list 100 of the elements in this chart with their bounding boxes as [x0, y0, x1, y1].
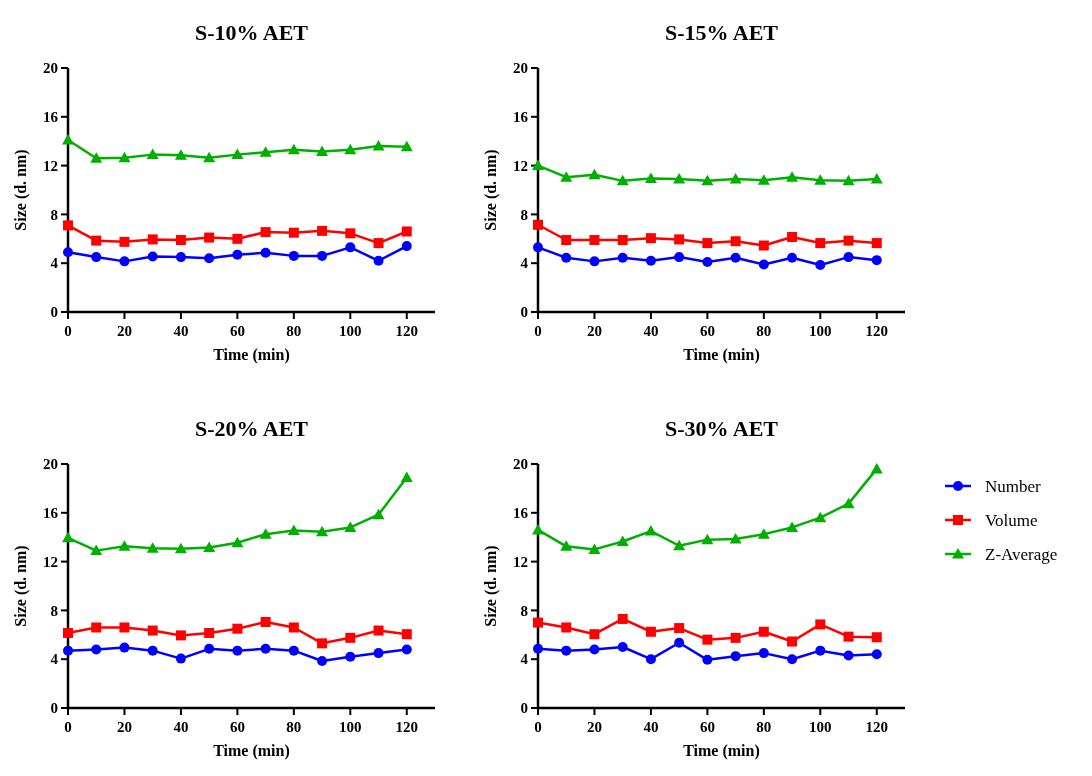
x-tick-label: 120 [395, 323, 419, 339]
point [843, 235, 854, 246]
x-tick-label: 80 [756, 719, 772, 735]
point [532, 159, 544, 171]
point [401, 241, 412, 252]
y-tick-label: 20 [513, 60, 528, 77]
point [345, 242, 356, 253]
point [288, 622, 299, 633]
point [758, 648, 769, 659]
point [401, 629, 412, 640]
point [147, 251, 158, 262]
point [373, 238, 384, 249]
point [260, 616, 271, 627]
x-axis-title: Time (min) [683, 742, 760, 760]
point [842, 497, 855, 509]
point [645, 233, 656, 244]
chart-title: S-30% AET [664, 416, 779, 441]
point [372, 508, 385, 520]
point [344, 521, 357, 532]
point [204, 643, 215, 654]
point [843, 650, 854, 661]
x-tick-label: 120 [395, 719, 419, 735]
point [674, 637, 685, 648]
point [561, 645, 572, 656]
point [674, 252, 685, 263]
point [174, 542, 187, 554]
x-tick-label: 40 [173, 323, 189, 339]
point [589, 256, 600, 267]
point [232, 233, 243, 244]
point [316, 145, 329, 157]
point [842, 174, 855, 186]
legend-label: Z-Average [985, 544, 1058, 564]
legend-label: Volume [985, 510, 1038, 530]
x-tick-label: 40 [643, 323, 659, 339]
x-tick-label: 100 [809, 719, 832, 735]
point [644, 172, 657, 183]
point [758, 240, 769, 251]
x-tick-label: 80 [286, 719, 302, 735]
point [815, 260, 826, 271]
point [588, 168, 601, 180]
point [674, 623, 685, 634]
x-tick-label: 100 [339, 719, 362, 735]
point [815, 645, 826, 656]
point [231, 148, 244, 160]
point [617, 235, 628, 246]
y-tick-label: 8 [520, 206, 528, 223]
point [63, 247, 73, 258]
point [533, 242, 543, 253]
point [786, 521, 799, 532]
point [617, 613, 628, 624]
x-tick-label: 100 [339, 323, 362, 339]
x-tick-label: 60 [699, 323, 715, 339]
x-tick-label: 0 [534, 323, 542, 339]
point [560, 540, 573, 551]
point [287, 524, 300, 535]
point [119, 622, 130, 633]
point [63, 627, 73, 638]
chart-title: S-10% AET [194, 20, 309, 45]
point [787, 654, 798, 665]
point [843, 252, 854, 263]
x-tick-label: 0 [64, 719, 72, 735]
point [232, 645, 243, 656]
point [616, 535, 629, 546]
point [814, 511, 827, 523]
point [317, 250, 328, 261]
point [617, 252, 628, 263]
point [345, 632, 356, 643]
point [401, 644, 412, 655]
point [288, 645, 299, 656]
point [90, 544, 103, 556]
point [401, 226, 412, 237]
point [118, 151, 131, 163]
x-tick-label: 60 [699, 719, 715, 735]
point [317, 225, 328, 236]
point [814, 174, 827, 185]
point [673, 539, 686, 551]
point [62, 531, 74, 543]
point [175, 235, 186, 246]
point [345, 228, 356, 239]
point [174, 149, 187, 160]
point [616, 174, 629, 186]
point [147, 234, 158, 245]
point [871, 255, 882, 266]
point [532, 523, 544, 535]
point [871, 649, 882, 660]
y-tick-label: 12 [43, 157, 58, 174]
y-tick-label: 12 [513, 553, 528, 570]
x-tick-label: 120 [865, 323, 889, 339]
point [871, 632, 882, 643]
y-tick-label: 16 [43, 109, 59, 126]
point [702, 654, 713, 665]
point [758, 626, 769, 637]
point [146, 542, 159, 553]
y-axis-title: Size (d. nm) [482, 545, 500, 627]
point [729, 173, 742, 184]
point [317, 638, 328, 649]
point [757, 528, 770, 539]
y-axis-title: Size (d. nm) [482, 149, 500, 231]
y-tick-label: 0 [50, 304, 58, 321]
point [701, 174, 714, 186]
